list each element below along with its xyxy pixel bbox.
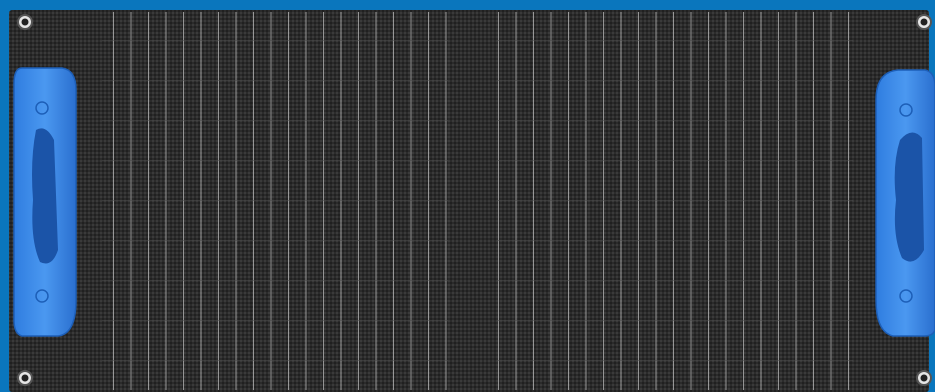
handle-right (875, 69, 935, 337)
grommets (17, 14, 932, 386)
handle-left (13, 67, 77, 337)
cell-block-right (497, 12, 853, 390)
cell-block-left (102, 12, 448, 390)
